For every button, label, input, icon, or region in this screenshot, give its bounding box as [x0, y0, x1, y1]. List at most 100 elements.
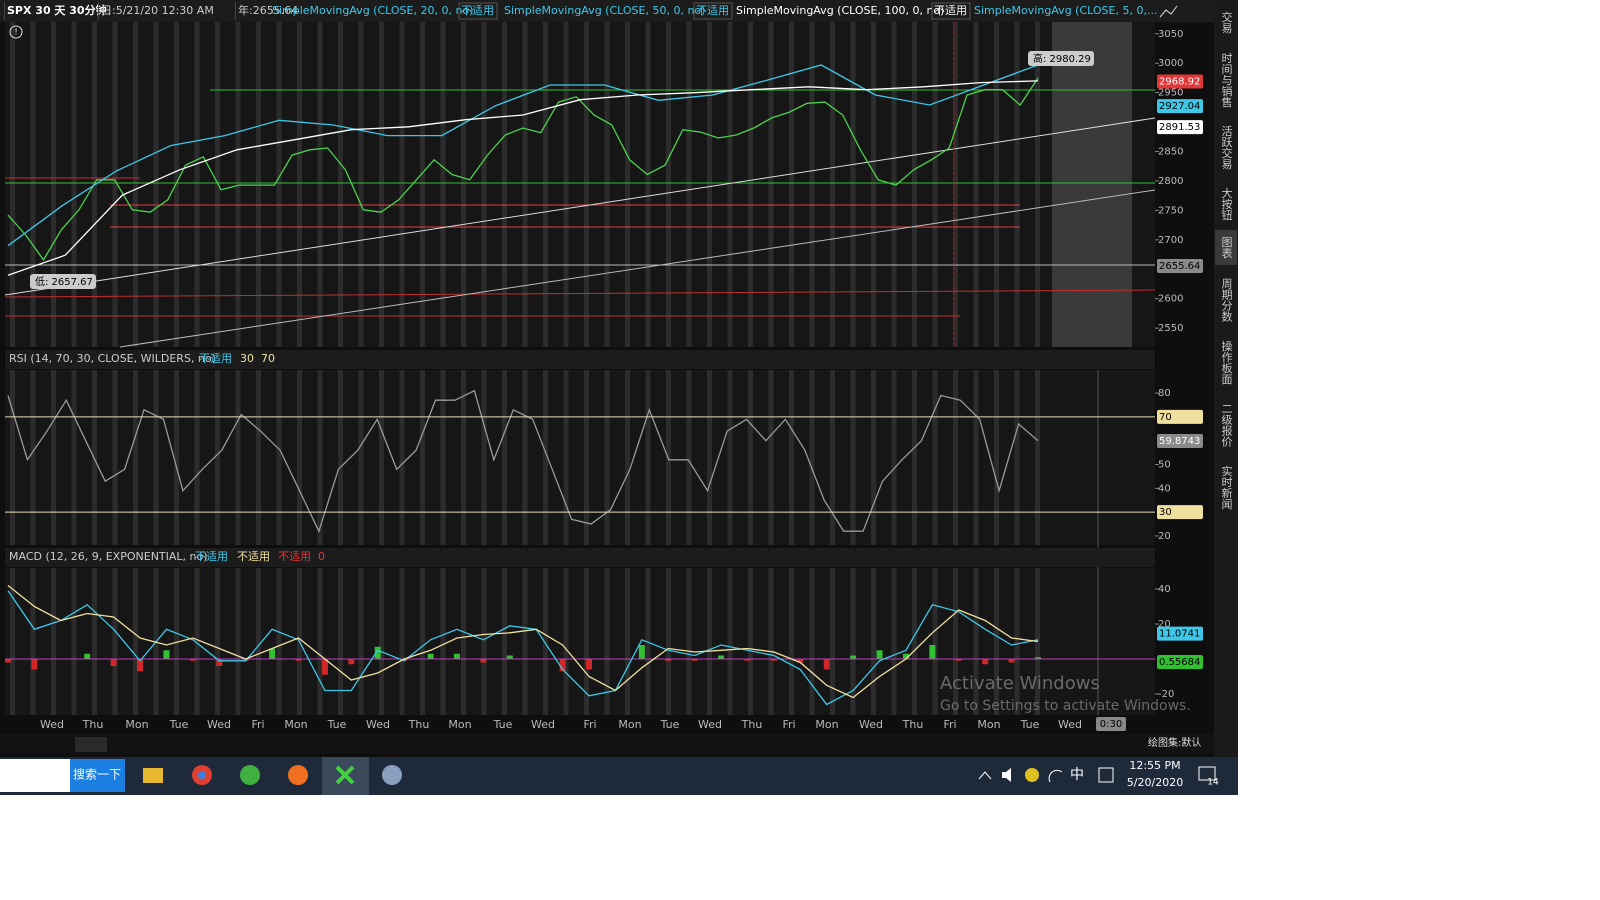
rsi-level-label-box: [1157, 409, 1203, 424]
sidebar-tab[interactable]: 活跃交易: [1220, 125, 1233, 170]
alert-icon-mark: !: [14, 28, 18, 38]
session-stripe: [666, 22, 671, 347]
session-stripe: [481, 22, 487, 347]
histogram-bar: [269, 648, 276, 659]
search-box[interactable]: [0, 759, 70, 792]
tray-app-icon[interactable]: [1025, 768, 1039, 782]
sidebar-tab[interactable]: 图表: [1220, 236, 1233, 259]
x-tick-label: Tue: [327, 718, 347, 731]
price-label: 2968.92: [1159, 77, 1200, 88]
keyboard-icon[interactable]: [1098, 767, 1114, 783]
session-stripe: [399, 568, 405, 715]
ime-indicator[interactable]: 中: [1070, 767, 1084, 783]
clock-date[interactable]: 5/20/2020: [1127, 776, 1183, 789]
session-stripe: [871, 22, 876, 347]
paint-icon[interactable]: [382, 765, 402, 785]
x-tick-label: Wed: [1058, 718, 1082, 731]
price-label-box: [1157, 258, 1203, 273]
session-stripe: [1014, 568, 1020, 715]
sidebar-tab[interactable]: 周期分数: [1220, 278, 1233, 323]
session-stripe: [584, 370, 589, 545]
session-stripe: [133, 370, 138, 545]
session-stripe: [194, 22, 200, 347]
session-stripe: [584, 568, 589, 715]
session-stripe: [625, 22, 630, 347]
app-icon[interactable]: [288, 765, 308, 785]
study-label: SimpleMovingAvg (CLOSE, 5, 0,...: [974, 4, 1157, 17]
alert-icon[interactable]: [9, 25, 23, 39]
session-stripe: [1035, 22, 1040, 347]
histogram-bar: [295, 659, 302, 661]
session-stripe: [235, 370, 241, 545]
x-tick-label: Mon: [284, 718, 307, 731]
histogram-bar: [823, 659, 830, 670]
wifi-icon[interactable]: [1048, 769, 1063, 783]
session-stripe: [502, 568, 507, 715]
price-label: 2891.53: [1159, 122, 1200, 133]
macd-label: MACD (12, 26, 9, EXPONENTIAL, no): [9, 550, 208, 563]
collapse-button[interactable]: [75, 737, 107, 752]
notification-icon[interactable]: [1198, 766, 1216, 781]
clock-time[interactable]: 12:55 PM: [1129, 759, 1180, 772]
histogram-bar: [163, 650, 170, 659]
sidebar-tab[interactable]: 时间与销售: [1220, 52, 1233, 108]
study-value-box: [693, 2, 733, 20]
session-stripe: [297, 370, 302, 545]
session-stripe: [686, 568, 692, 715]
session-stripe: [830, 568, 835, 715]
session-stripe: [707, 22, 712, 347]
session-stripe: [686, 370, 692, 545]
sidebar-tab[interactable]: 实时新闻: [1220, 464, 1233, 510]
session-stripe: [809, 22, 815, 347]
y-tick-label: 2800: [1158, 176, 1183, 187]
session-stripe: [71, 370, 77, 545]
histogram-bar: [401, 659, 408, 661]
sidebar-tab[interactable]: 操作板面: [1220, 339, 1233, 384]
session-stripe: [10, 22, 15, 347]
session-stripe: [112, 370, 118, 545]
sidebar-tab[interactable]: 交易: [1220, 10, 1233, 34]
search-button[interactable]: [70, 759, 125, 792]
session-stripe: [830, 370, 835, 545]
sidebar-tab[interactable]: 大按钮: [1220, 186, 1233, 221]
header-box: [235, 2, 236, 20]
session-stripe: [358, 370, 364, 545]
session-stripe: [789, 568, 794, 715]
x-tick-label: Wed: [859, 718, 883, 731]
histogram-bar: [955, 659, 962, 661]
explorer-icon[interactable]: [143, 768, 163, 783]
session-stripe: [338, 370, 343, 545]
histogram-bar: [5, 659, 11, 663]
x-tick-label: Tue: [493, 718, 513, 731]
session-stripe: [871, 370, 876, 545]
session-stripe: [440, 370, 446, 545]
session-stripe: [481, 568, 487, 715]
x-tick-label: Thu: [741, 718, 763, 731]
header-box: [98, 2, 99, 20]
macd-value-box: [1157, 626, 1203, 641]
volume-icon[interactable]: [1002, 768, 1011, 782]
session-stripe: [399, 370, 405, 545]
session-stripe: [604, 370, 610, 545]
search-label: 搜索一下: [73, 767, 121, 782]
y-tick-label: 2750: [1158, 205, 1183, 216]
price-label: 2655.64: [1159, 261, 1200, 272]
chart-style-icon[interactable]: [1159, 5, 1178, 18]
session-stripe: [256, 568, 261, 715]
session-stripe: [912, 22, 917, 347]
x-tick-label: Fri: [943, 718, 956, 731]
session-stripe: [625, 568, 630, 715]
sidebar-tab[interactable]: 二级报价: [1220, 403, 1233, 447]
session-stripe: [850, 370, 856, 545]
study-value-box: [458, 2, 498, 20]
drawing-set[interactable]: 绘图集:默认: [1148, 736, 1201, 749]
session-stripe: [994, 568, 999, 715]
tray-arrow[interactable]: [978, 771, 992, 780]
browser-icon[interactable]: [240, 765, 260, 785]
y-tick-label: 2700: [1158, 235, 1183, 246]
rsi-level: 70: [261, 352, 275, 365]
notification-count: 14: [1207, 778, 1219, 788]
histogram-bar: [189, 659, 196, 661]
histogram-bar: [427, 653, 434, 659]
x-tick-label: Fri: [583, 718, 596, 731]
